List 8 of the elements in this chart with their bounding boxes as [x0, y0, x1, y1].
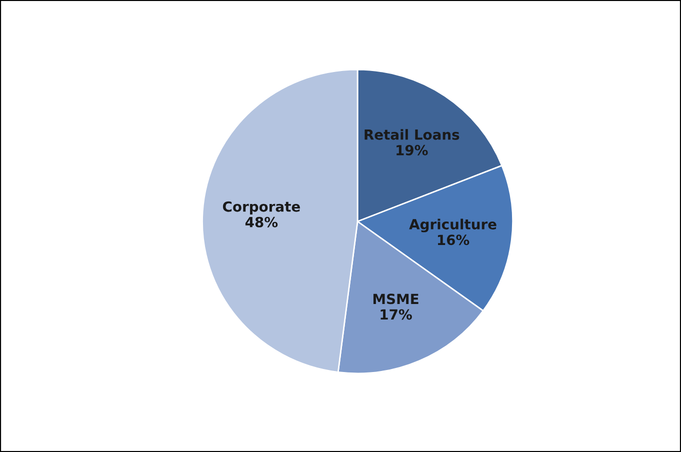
- slice-label: Agriculture: [409, 218, 496, 232]
- slice-label: Corporate: [222, 201, 300, 215]
- slice-label: Retail Loans: [364, 129, 460, 140]
- data-label: 19%: [396, 144, 428, 156]
- slice-label: MSME: [373, 294, 418, 304]
- data-label: 48%: [245, 216, 278, 228]
- data-label: 16%: [438, 234, 470, 246]
- data-label: 17%: [380, 309, 412, 320]
